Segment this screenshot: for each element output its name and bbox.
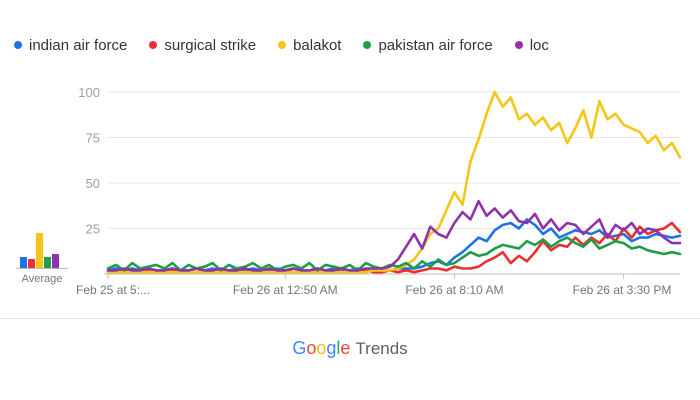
legend-dot-icon <box>514 41 523 49</box>
legend-dot-icon <box>278 41 287 49</box>
legend-item-balakot[interactable]: balakot <box>278 37 341 54</box>
series-line-balakot[interactable] <box>106 90 682 274</box>
x-tick-label: Feb 26 at 8:10 AM <box>405 283 503 297</box>
legend-label: balakot <box>293 36 342 54</box>
x-tick-label: Feb 26 at 3:30 PM <box>573 283 672 297</box>
average-bar-pakistan-air-force <box>44 257 51 268</box>
series-line-loc[interactable] <box>106 199 682 272</box>
series-line-pakistan-air-force[interactable] <box>106 236 682 272</box>
x-tick-label: Feb 26 at 12:50 AM <box>233 283 338 297</box>
average-bar-balakot <box>36 233 43 268</box>
x-tick-label: Feb 25 at 5:... <box>76 283 150 297</box>
y-tick-label: 100 <box>78 85 100 100</box>
brand-letter: l <box>336 338 341 358</box>
grid-lines <box>104 91 680 275</box>
y-tick-label: 50 <box>86 176 100 191</box>
trends-word: Trends <box>355 339 408 358</box>
footer-divider <box>0 318 700 319</box>
brand-letter: e <box>340 338 351 358</box>
legend-label: loc <box>529 36 549 54</box>
average-bars <box>16 233 68 269</box>
legend-dot-icon <box>149 41 158 49</box>
average-bar-surgical-strike <box>28 259 35 268</box>
brand-letter: o <box>316 338 327 358</box>
chart-legend: indian air force surgical strike balakot… <box>14 34 549 56</box>
average-bar-loc <box>52 254 59 268</box>
google-wordmark: Google <box>292 338 350 358</box>
brand-letter: G <box>292 338 307 358</box>
brand-letter: o <box>306 338 317 358</box>
average-label: Average <box>22 273 63 285</box>
average-bar-indian-air-force <box>20 257 27 268</box>
legend-label: pakistan air force <box>378 36 493 54</box>
legend-item-loc[interactable]: loc <box>514 36 549 54</box>
y-tick-label: 75 <box>86 131 100 146</box>
legend-dot-icon <box>14 41 22 49</box>
y-tick-label: 25 <box>86 222 100 237</box>
trends-chart[interactable]: Average 25 50 75 100 Feb 25 at 5:... Feb 26 … <box>0 60 700 300</box>
series-lines <box>106 90 682 274</box>
legend-item-indian-air-force[interactable]: indian air force <box>14 37 127 54</box>
legend-item-pakistan-air-force[interactable]: pakistan air force <box>363 36 493 54</box>
x-axis-ticks: Feb 25 at 5:... Feb 26 at 12:50 AM Feb 26 … <box>76 274 671 297</box>
y-axis-ticks: 25 50 75 100 <box>78 85 100 237</box>
brand-letter: g <box>326 338 337 358</box>
legend-label: surgical strike <box>164 36 257 54</box>
legend-label: indian air force <box>29 36 128 54</box>
google-trends-logo[interactable]: Google Trends <box>0 338 700 359</box>
legend-item-surgical-strike[interactable]: surgical strike <box>149 37 256 54</box>
legend-dot-icon <box>363 41 372 49</box>
